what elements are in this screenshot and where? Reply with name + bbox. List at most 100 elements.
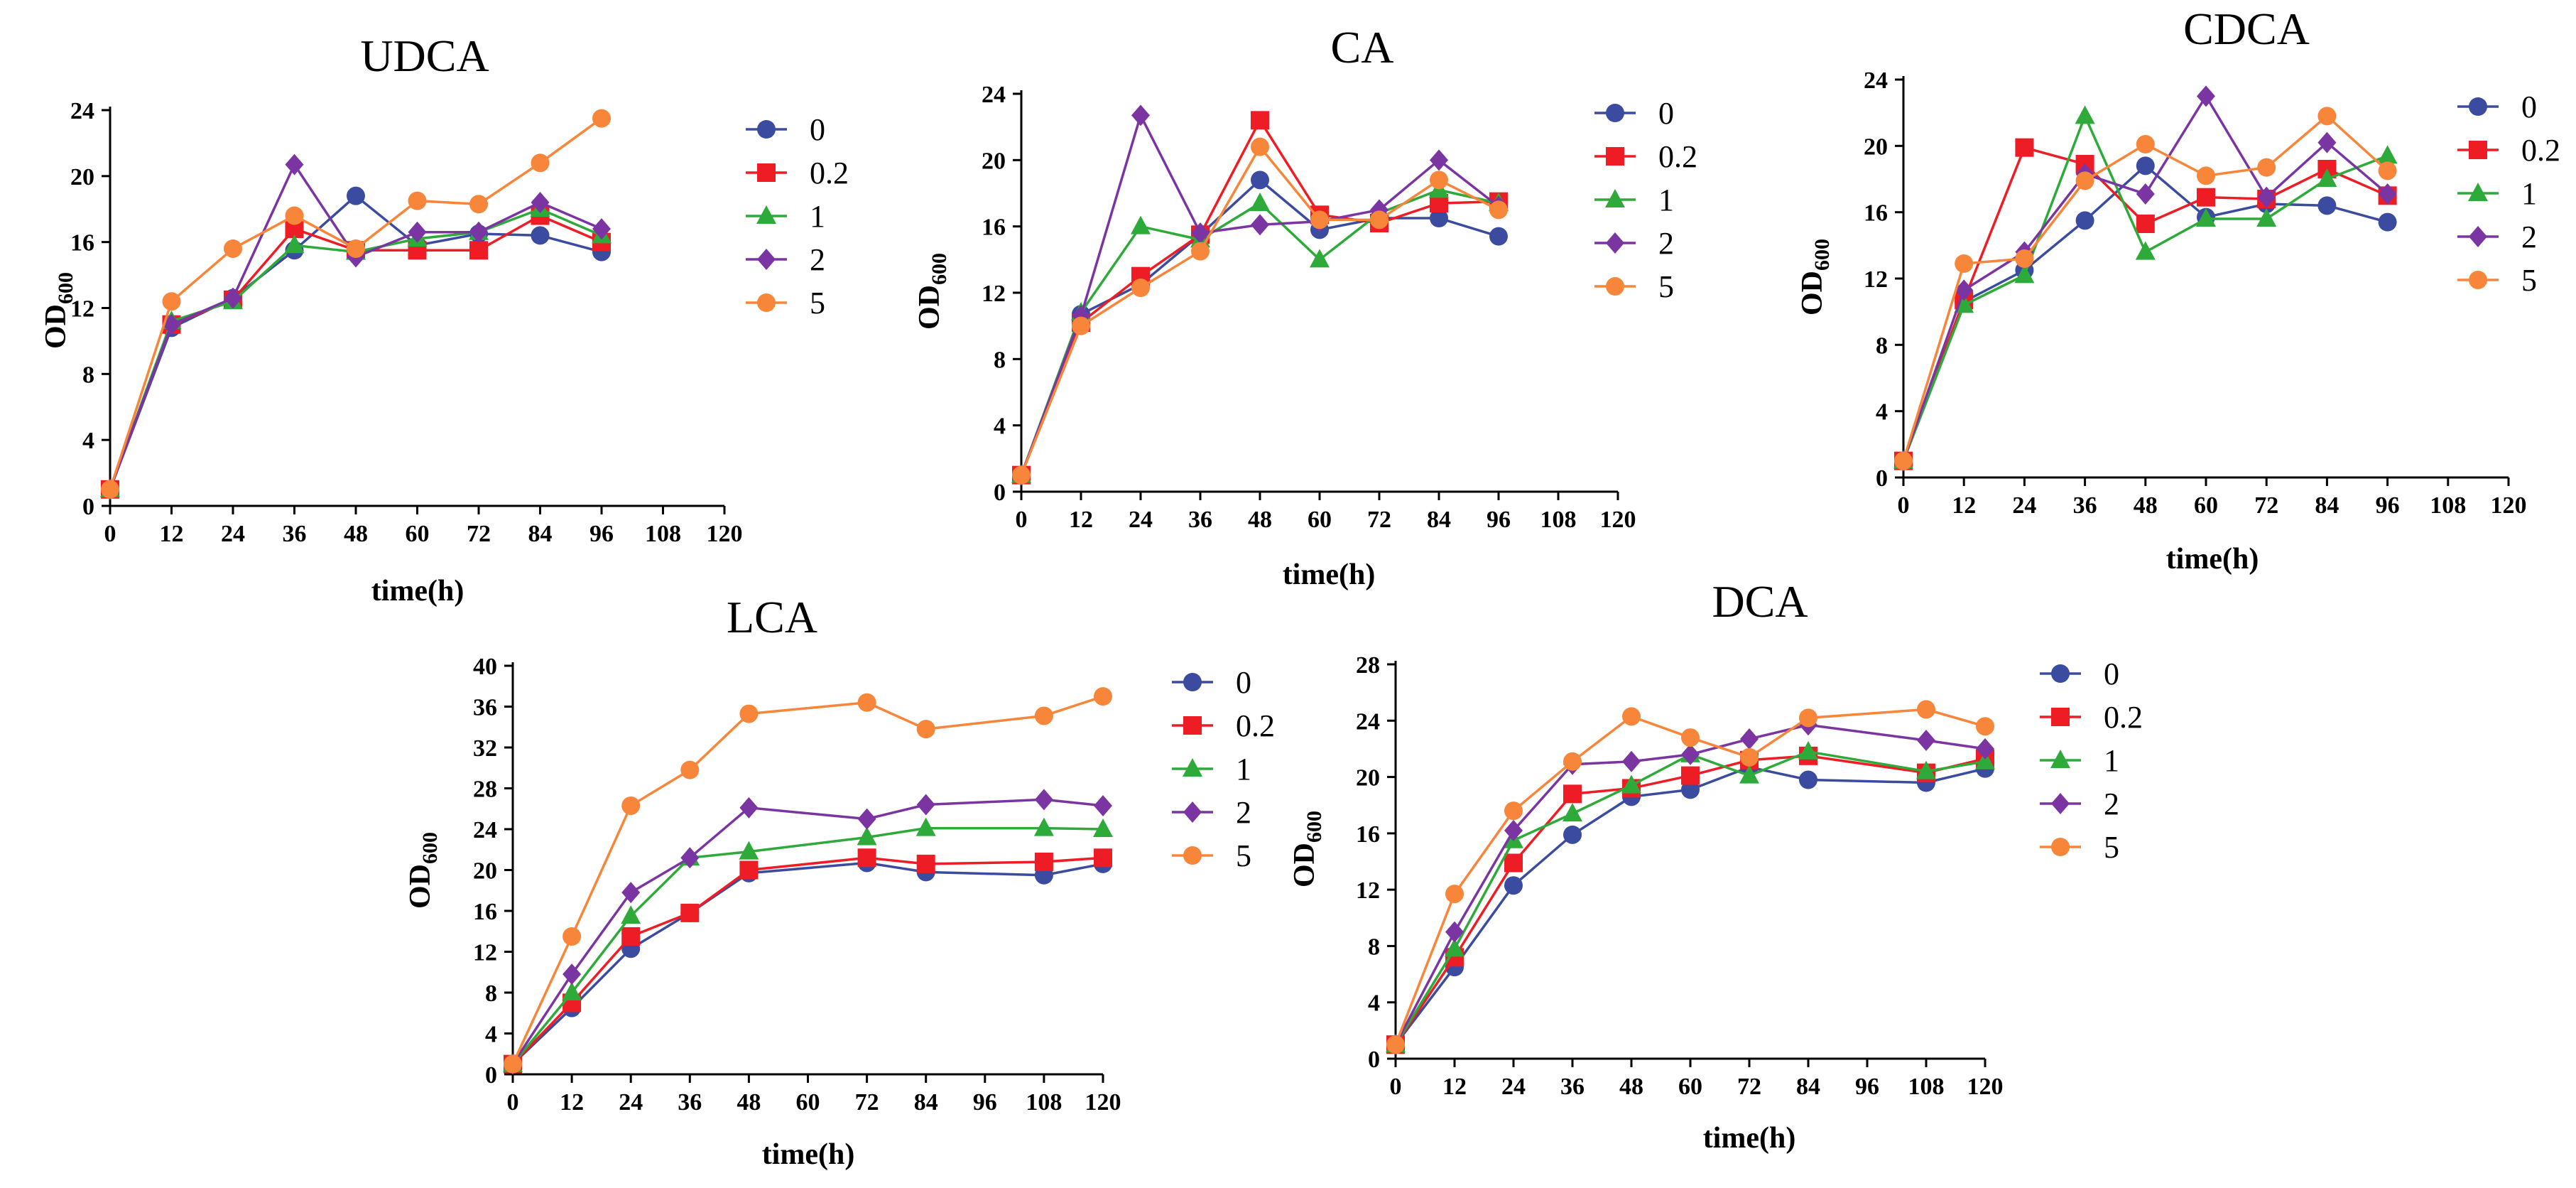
udca-legend-label: 1 [810,199,825,234]
ca-x-tick-label: 60 [1308,507,1332,533]
dca-legend-label: 5 [2104,830,2119,865]
cdca-legend-marker [2469,141,2487,159]
lca-legend-marker [1183,846,1202,865]
dca-x-tick-label: 0 [1390,1074,1402,1100]
cdca-y-tick-label: 8 [1876,333,1888,359]
ca-title: CA [1331,22,1394,72]
lca-x-tick-label: 24 [619,1089,643,1116]
cdca-title: CDCA [2183,4,2310,54]
dca-series-0-point [1799,770,1817,789]
ca-series-5-point [1012,465,1031,485]
ca-legend-label: 0.2 [1658,139,1697,174]
udca-legend-marker [757,249,776,270]
lca-series-0.2-point [1094,848,1112,868]
lca-legend-label: 0.2 [1236,708,1275,743]
lca-y-tick-label: 40 [473,654,497,680]
udca-series-5-point [469,195,488,214]
cdca-x-tick-label: 12 [1952,492,1976,519]
ca-series-5-point [1191,242,1210,261]
lca-y-tick-label: 36 [473,695,497,721]
udca-series-5-point [408,191,427,210]
dca-series-1-point [1916,760,1936,779]
lca-y-tick-label: 16 [473,899,497,925]
cdca-series-0-point [2136,156,2155,176]
ca-legend-label: 1 [1658,183,1674,217]
lca-x-tick-label: 0 [507,1089,519,1116]
cdca-series-0.2-point [2015,138,2034,157]
cdca-series-1-point [1954,294,1974,313]
dca-y-tick-label: 0 [1368,1047,1380,1073]
lca-series-0.2-point [1034,853,1053,871]
dca-series-5-point [1386,1035,1405,1054]
udca-series-5-point [531,153,550,173]
ca-series-5-point [1370,210,1388,230]
dca-y-axis-label-sub: 600 [1303,811,1326,843]
lca-y-tick-label: 12 [473,940,497,966]
ca-y-tick-label: 24 [982,82,1006,108]
cdca-legend-label: 1 [2521,176,2537,211]
cdca-y-tick-label: 12 [1864,266,1888,293]
udca-series-5-point [285,206,304,225]
dca-legend-label: 0.2 [2104,700,2143,735]
dca-legend-label: 1 [2104,743,2119,778]
ca-series-5-point [1251,137,1269,156]
cdca-legend-label: 0.2 [2521,133,2560,168]
cdca-series-5-point [2015,249,2034,268]
lca-series-0.2-point [916,854,935,873]
udca-series-2-point [531,191,550,213]
lca-series-5-point [1094,687,1112,706]
dca-series-0.2-point [1681,766,1700,785]
ca-y-axis-label-sub: 600 [928,253,951,285]
cdca-x-tick-label: 72 [2254,492,2278,519]
udca-x-tick-label: 96 [589,521,614,547]
ca-x-tick-label: 120 [1600,507,1636,533]
ca-x-tick-label: 108 [1540,507,1577,533]
cdca-series-1-point [2377,145,2398,164]
lca-legend-label: 5 [1236,838,1251,873]
lca-series-1-point [857,826,877,846]
lca-series-5-point [857,693,876,712]
dca-series-2-point [1622,750,1641,772]
lca-series-5-point [916,720,935,739]
dca-y-tick-label: 4 [1368,990,1380,1017]
ca-series-5-point [1072,316,1090,335]
lca-series-1-point [621,905,641,924]
cdca-y-axis-label-main: OD [1796,271,1829,315]
ca-legend-marker [1606,277,1624,296]
lca-series-0.2-line [511,856,1104,1065]
dca-x-tick-label: 84 [1796,1074,1820,1100]
udca-series-2-point [592,218,611,240]
lca-series-0.2-point [680,903,700,922]
cdca-series-2-point [2257,186,2276,208]
dca-series-2-point [1917,730,1935,752]
dca-series-5-point [1445,885,1464,904]
lca-y-tick-label: 4 [485,1022,497,1048]
udca-series-2-point [224,287,242,309]
lca-legend-marker [1183,673,1202,691]
udca-series-0-point [531,226,550,245]
ca-legend-marker [1606,104,1624,122]
udca-y-tick-label: 20 [70,164,94,190]
cdca-legend-label: 2 [2521,220,2537,254]
lca-series-5-point [739,704,759,723]
udca-x-axis-label: time(h) [371,575,464,608]
lca-series-0-line [511,861,1104,1065]
cdca-series-1-point [2256,208,2277,227]
dca-legend-marker [2050,750,2070,768]
lca-series-5-point [1034,706,1053,725]
dca-y-tick-label: 8 [1368,934,1380,960]
lca-x-tick-label: 48 [737,1089,761,1116]
ca-x-tick-label: 48 [1248,507,1272,533]
udca-legend-marker [757,163,776,182]
cdca-y-tick-label: 4 [1876,399,1888,426]
cdca-y-tick-label: 20 [1864,134,1888,160]
ca-series-2-point [1191,222,1210,244]
cdca-series-5-point [2317,107,2337,126]
cdca-series-5-point [2378,161,2397,180]
udca-x-tick-label: 24 [221,521,245,547]
udca-x-tick-label: 84 [528,521,553,547]
cdca-series-5-point [2075,171,2094,190]
dca-series-2-line [1394,723,1986,1045]
dca-x-tick-label: 12 [1442,1074,1467,1100]
